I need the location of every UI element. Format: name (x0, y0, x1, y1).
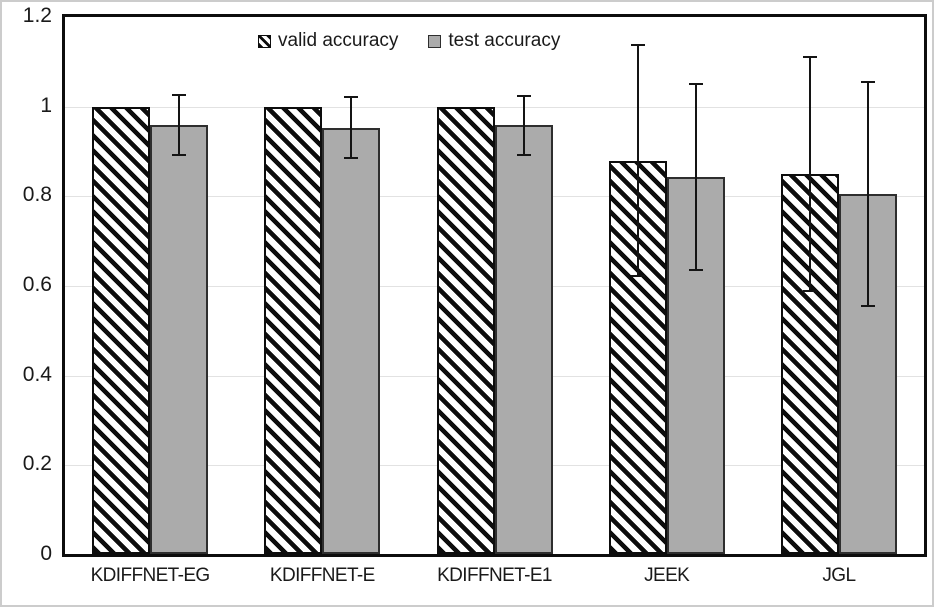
error-bar-test-KDIFFNET-E1 (522, 95, 525, 155)
x-label-JEEK: JEEK (644, 565, 690, 586)
y-tick-label-0.4: 0.4 (22, 362, 52, 386)
x-label-KDIFFNET-EG: KDIFFNET-EG (90, 565, 211, 586)
error-bar-test-KDIFFNET-E (350, 97, 353, 159)
y-tick-label-0.6: 0.6 (22, 273, 52, 297)
test-accuracy-gray-swatch-icon (428, 34, 442, 48)
legend: valid accuracy test accuracy (258, 30, 560, 52)
error-cap-bottom-valid-JGL (802, 289, 817, 292)
valid-accuracy-hatch-swatch-icon (258, 34, 271, 48)
y-tick-label-0.2: 0.2 (22, 452, 52, 476)
bar-test-KDIFFNET-E (322, 127, 381, 554)
error-bar-valid-JGL (808, 57, 811, 291)
error-bar-valid-JEEK (636, 45, 639, 276)
y-tick-label-1.2: 1.2 (22, 4, 52, 28)
error-cap-top-test-JGL (860, 80, 875, 83)
bar-test-KDIFFNET-EG (150, 124, 209, 554)
y-tick-label-0.8: 0.8 (22, 183, 52, 207)
error-cap-bottom-test-KDIFFNET-E1 (516, 153, 531, 156)
error-cap-top-test-KDIFFNET-E1 (516, 94, 531, 97)
legend-item-test-accuracy: test accuracy (428, 30, 560, 52)
legend-label-test-accuracy: test accuracy (448, 30, 561, 51)
error-bar-test-KDIFFNET-EG (178, 94, 181, 155)
x-label-JGL: JGL (822, 565, 856, 586)
error-cap-top-test-JEEK (688, 82, 703, 85)
error-cap-bottom-test-KDIFFNET-EG (172, 153, 187, 156)
error-cap-bottom-test-JEEK (688, 269, 703, 272)
x-label-KDIFFNET-E: KDIFFNET-E (269, 565, 375, 586)
legend-label-valid-accuracy: valid accuracy (278, 30, 399, 51)
error-bar-test-JEEK (694, 83, 697, 271)
error-cap-bottom-valid-JEEK (630, 274, 645, 277)
bar-valid-KDIFFNET-E (264, 106, 323, 554)
bar-valid-KDIFFNET-EG (92, 106, 151, 554)
y-tick-label-1: 1 (40, 93, 52, 117)
gridline-1 (65, 106, 924, 108)
error-cap-top-valid-JEEK (630, 44, 645, 47)
y-tick-label-0: 0 (40, 542, 52, 566)
legend-item-valid-accuracy: valid accuracy (258, 30, 398, 52)
error-bar-test-JGL (866, 81, 869, 306)
error-cap-bottom-test-KDIFFNET-E (344, 157, 359, 160)
error-cap-bottom-test-JGL (860, 304, 875, 307)
bar-valid-KDIFFNET-E1 (436, 106, 495, 554)
error-cap-top-test-KDIFFNET-E (344, 96, 359, 99)
x-label-KDIFFNET-E1: KDIFFNET-E1 (437, 565, 552, 586)
error-cap-top-valid-JGL (802, 56, 817, 59)
error-cap-top-test-KDIFFNET-EG (172, 93, 187, 96)
bar-test-KDIFFNET-E1 (494, 125, 553, 554)
